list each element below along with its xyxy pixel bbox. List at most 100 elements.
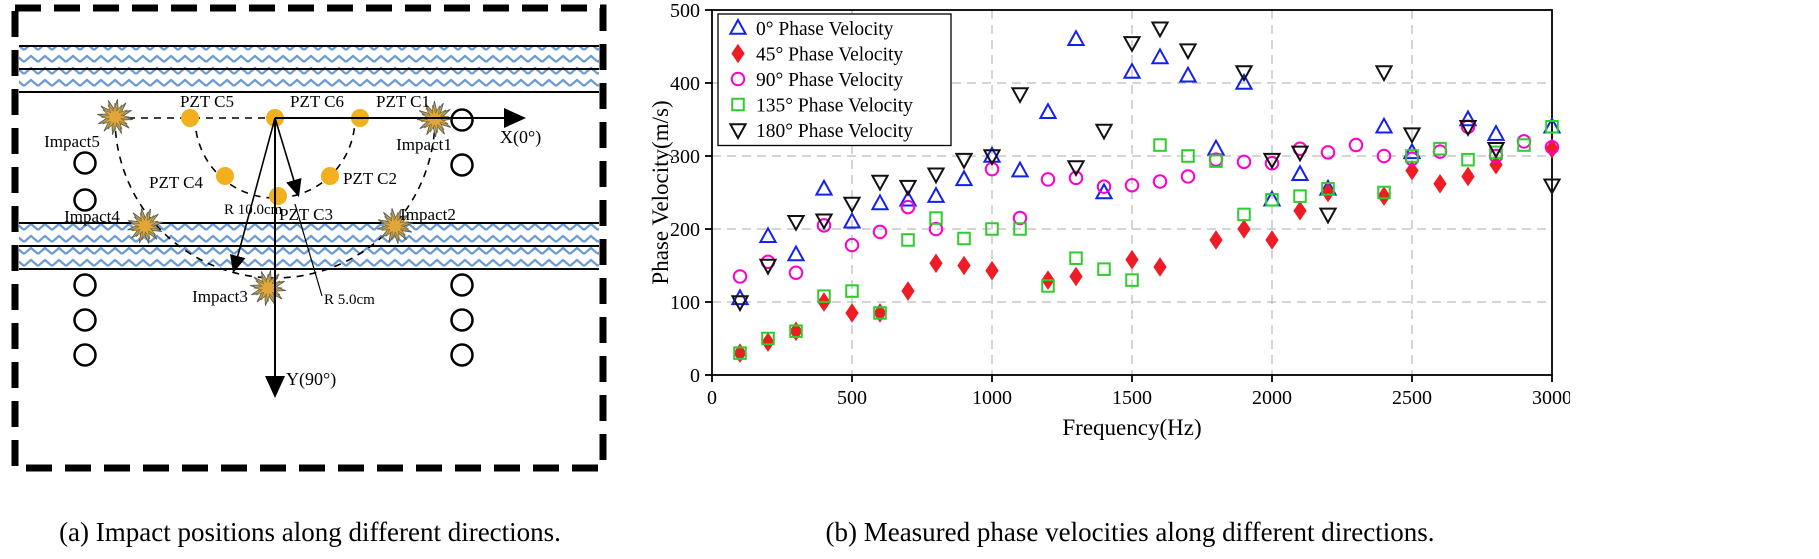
hole [450, 153, 474, 177]
legend-label: 90° Phase Velocity [756, 70, 903, 91]
data-point [1010, 160, 1030, 178]
pzt-c6-label: PZT C6 [290, 92, 344, 111]
data-point [929, 211, 943, 225]
data-point [1010, 87, 1030, 105]
phase-velocity-chart: 0 500 1000 1500 2000 2500 3000 0 100 200 300 400 500… [648, 0, 1572, 440]
x-tick-label: 3000 [1532, 387, 1570, 409]
legend-marker [728, 17, 748, 35]
data-point [1320, 145, 1336, 160]
data-point [842, 211, 862, 229]
x-axis-label: Frequency(Hz) [1062, 415, 1201, 440]
data-point [1486, 141, 1506, 159]
stiffener-strip-middle [19, 222, 599, 270]
data-point [730, 295, 750, 313]
data-point [1040, 172, 1056, 187]
pzt-c4-label: PZT C4 [149, 173, 204, 192]
data-point [758, 226, 778, 244]
y-tick-label: 400 [670, 73, 700, 95]
pzt-c1-label: PZT C1 [376, 92, 430, 111]
data-point [957, 255, 971, 276]
legend: 0° Phase Velocity 45° Phase Velocity 90° P… [717, 13, 952, 147]
data-point [1097, 262, 1111, 276]
x-tick-label: 0 [707, 387, 717, 409]
x-tick-label: 2000 [1252, 387, 1292, 409]
legend-marker [730, 71, 746, 87]
data-point [1293, 200, 1307, 221]
data-point [957, 231, 971, 246]
data-point [926, 167, 946, 185]
impact3-label: Impact3 [192, 287, 248, 306]
x-tick-label: 1000 [972, 387, 1012, 409]
data-point [1377, 186, 1391, 206]
data-point [1150, 21, 1170, 39]
data-point [872, 224, 888, 240]
data-point [928, 221, 944, 237]
pzt-c3-label: PZT C3 [279, 205, 333, 224]
data-point [898, 179, 918, 197]
data-point [954, 152, 974, 170]
data-point [1402, 127, 1422, 145]
hole [73, 308, 97, 332]
data-point [1377, 185, 1391, 200]
pzt-c2-label: PZT C2 [343, 169, 397, 188]
hole [73, 343, 97, 367]
caption-a: (a) Impact positions along different dir… [59, 517, 561, 547]
data-point [1262, 152, 1282, 170]
data-point [1374, 116, 1394, 134]
data-point [1374, 65, 1394, 83]
plate-dashed-border [11, 4, 607, 472]
data-point [1234, 65, 1254, 83]
pzt-c3-dot [269, 187, 287, 205]
data-point [1122, 61, 1142, 79]
data-point [1265, 230, 1279, 250]
data-point [844, 237, 860, 253]
data-point [985, 260, 999, 281]
radius-10cm-label: R 10.0cm [224, 202, 283, 218]
impact2-label: Impact2 [400, 205, 456, 224]
y-axis-label-diagram: Y(90°) [286, 369, 336, 390]
data-point [1542, 178, 1562, 196]
x-tick-label: 1500 [1112, 387, 1152, 409]
y-tick-label: 0 [690, 365, 700, 387]
data-point [758, 258, 778, 276]
data-point [1321, 182, 1335, 203]
data-point [985, 222, 999, 236]
data-point [1293, 189, 1307, 203]
pzt-c5-label: PZT C5 [180, 92, 234, 111]
panel-a: PZT C5 PZT C6 PZT C1 PZT C4 PZT C2 PZT C… [10, 4, 610, 474]
data-point [900, 199, 916, 215]
data-point [1545, 120, 1559, 134]
data-point [814, 178, 834, 196]
data-point [901, 281, 915, 301]
data-point [1376, 148, 1392, 164]
data-point [1124, 177, 1140, 193]
data-point [1265, 193, 1279, 207]
pzt-c5-dot [181, 109, 199, 127]
y-tick-label: 300 [670, 146, 700, 168]
hole [73, 151, 97, 175]
data-point [901, 233, 915, 247]
data-point [1206, 138, 1226, 156]
series-1 [733, 138, 1559, 363]
data-point [786, 244, 806, 262]
impact1-label: Impact1 [396, 135, 452, 154]
data-point [1125, 249, 1139, 270]
data-point [982, 149, 1002, 167]
data-point [788, 265, 804, 281]
data-point [1069, 251, 1083, 265]
data-point [732, 269, 748, 284]
data-point [1066, 29, 1086, 46]
data-point [1038, 102, 1058, 119]
data-point [1150, 47, 1170, 65]
data-point [1096, 179, 1112, 194]
x-tick-label: 500 [837, 387, 867, 409]
data-point [1433, 173, 1447, 194]
data-point [1209, 230, 1223, 250]
data-point [1461, 152, 1475, 167]
pzt-c4-dot [216, 167, 234, 185]
panel-b: 0 500 1000 1500 2000 2500 3000 0 100 200 300 400 500… [648, 0, 1572, 447]
series-0 [730, 29, 1562, 306]
data-point [816, 218, 832, 233]
data-point [954, 169, 974, 187]
